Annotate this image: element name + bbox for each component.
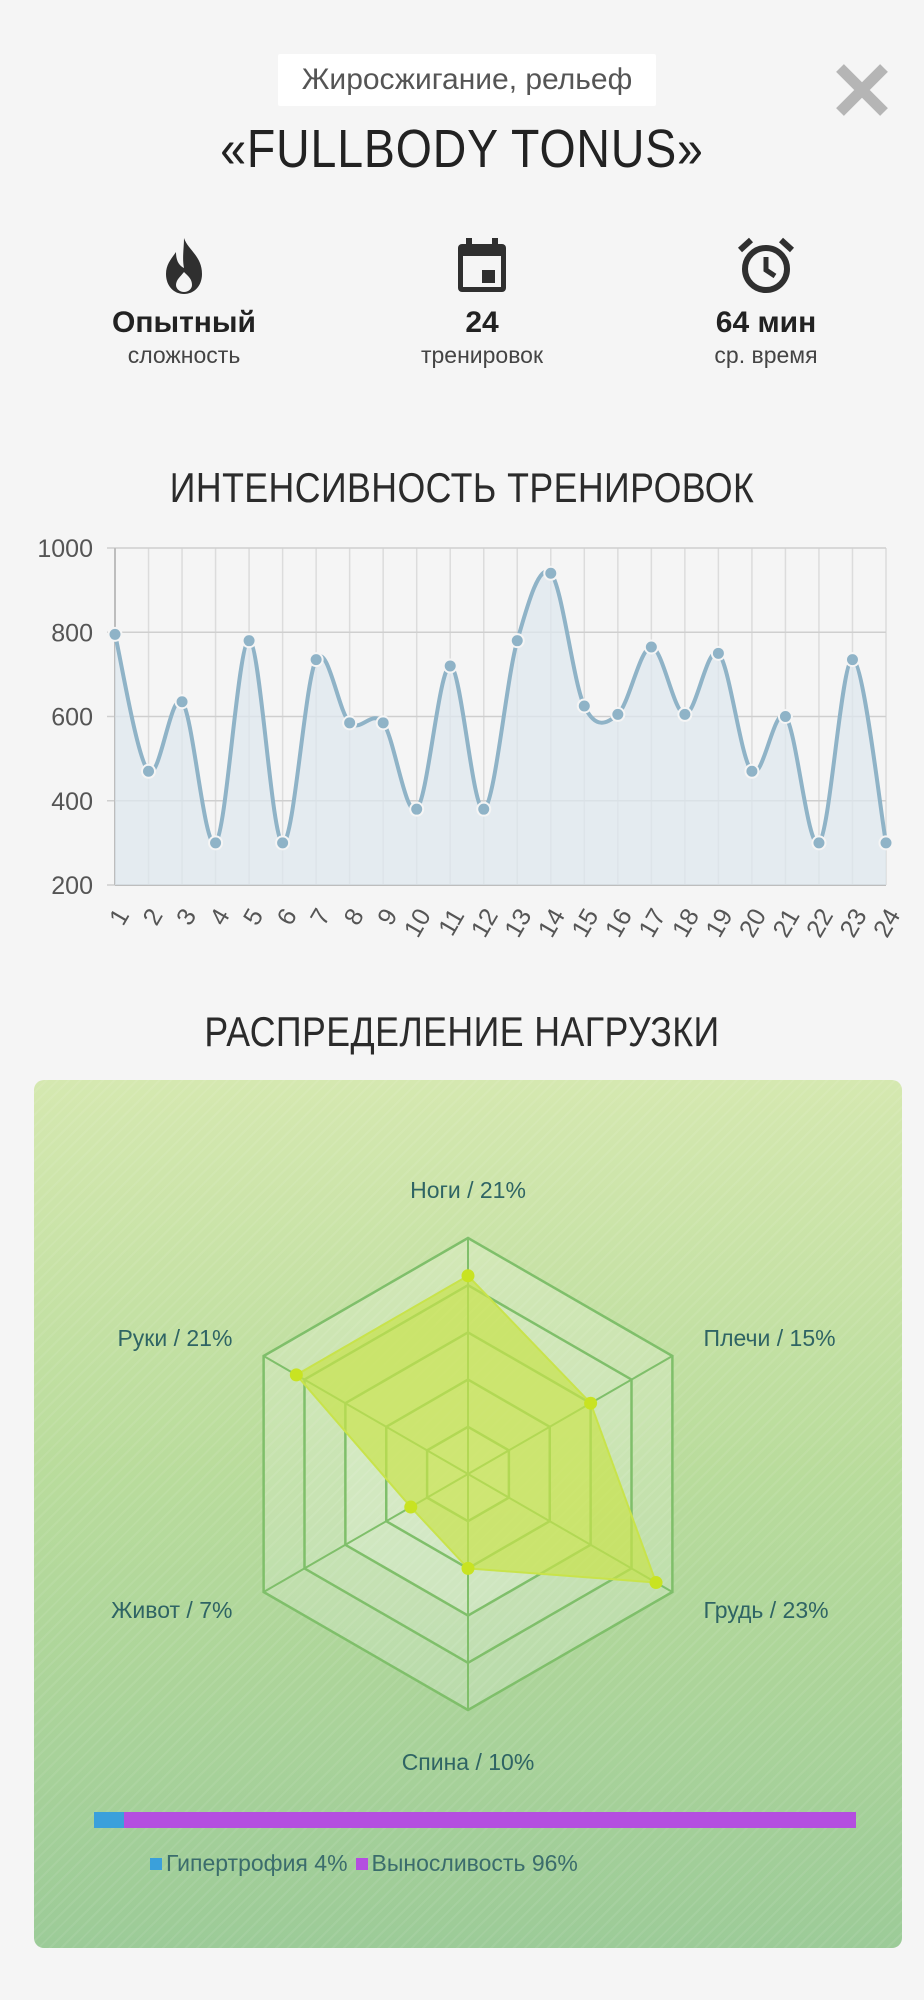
close-button[interactable] <box>832 60 892 120</box>
data-point[interactable] <box>543 565 559 581</box>
y-tick-label: 1000 <box>37 535 93 563</box>
radar-axis-label: Плечи / 15% <box>704 1325 836 1351</box>
stat-avg-time: 64 мин ср. время <box>636 236 896 369</box>
x-tick-label: 6 <box>272 904 303 930</box>
data-point[interactable] <box>342 715 358 731</box>
intensity-area <box>115 571 886 885</box>
data-point[interactable] <box>375 715 391 731</box>
y-tick-label: 800 <box>51 619 93 647</box>
legend-label: Гипертрофия 4% <box>166 1850 348 1877</box>
data-point[interactable] <box>844 652 860 668</box>
x-tick-label: 2 <box>137 904 168 930</box>
x-tick-label: 24 <box>868 904 906 940</box>
x-tick-label: 3 <box>171 904 202 930</box>
legend-label: Выносливость 96% <box>371 1850 578 1877</box>
data-point[interactable] <box>878 835 894 851</box>
radar-point[interactable] <box>404 1500 418 1514</box>
avg-time-value: 64 мин <box>715 306 817 339</box>
category-tag: Жиросжигание, рельеф <box>278 54 656 106</box>
y-tick-label: 600 <box>51 704 93 732</box>
y-tick-label: 400 <box>51 788 93 816</box>
load-distribution-panel: Ноги / 21% Плечи / 15% Грудь / 23% Спина / … <box>34 1080 902 1948</box>
data-point[interactable] <box>476 801 492 817</box>
x-tick-label: 18 <box>667 904 705 940</box>
radar-axis-label: Спина / 10% <box>402 1749 535 1775</box>
x-tick-label: 17 <box>633 904 671 940</box>
goal-bar-segment <box>124 1812 856 1828</box>
x-tick-label: 8 <box>339 904 370 930</box>
workouts-label: тренировок <box>420 342 544 368</box>
data-point[interactable] <box>141 763 157 779</box>
data-point[interactable] <box>275 835 291 851</box>
data-point[interactable] <box>643 639 659 655</box>
x-tick-label: 9 <box>372 904 403 930</box>
data-point[interactable] <box>208 835 224 851</box>
data-point[interactable] <box>442 658 458 674</box>
calendar-icon <box>458 238 506 292</box>
x-tick-label: 19 <box>700 904 738 940</box>
data-point[interactable] <box>509 633 525 649</box>
avg-time-label: ср. время <box>714 342 818 368</box>
data-point[interactable] <box>241 633 257 649</box>
radar-axis-label: Грудь / 23% <box>704 1597 829 1623</box>
x-tick-label: 11 <box>433 904 470 940</box>
data-point[interactable] <box>409 801 425 817</box>
goal-bar-segment <box>94 1812 125 1828</box>
alarm-clock-icon <box>737 237 795 293</box>
x-tick-label: 5 <box>238 904 269 930</box>
x-tick-label: 15 <box>566 904 604 940</box>
goal-legend: Гипертрофия 4% Выносливость 96% <box>150 1848 586 1877</box>
load-title: РАСПРЕДЕЛЕНИЕ НАГРУЗКИ <box>204 1008 720 1055</box>
flame-icon <box>166 238 202 294</box>
data-point[interactable] <box>610 706 626 722</box>
intensity-title: ИНТЕНСИВНОСТЬ ТРЕНИРОВОК <box>169 464 755 511</box>
program-title: «FULLBODY TONUS» <box>220 119 704 179</box>
header: Жиросжигание, рельеф «FULLBODY TONUS» <box>0 0 924 200</box>
stats-row: Опытный сложность 24 тренировок 64 мин с… <box>0 236 924 386</box>
data-point[interactable] <box>576 698 592 714</box>
radar-point[interactable] <box>289 1368 303 1382</box>
legend-swatch <box>355 1857 368 1870</box>
difficulty-label: сложность <box>127 342 241 368</box>
x-tick-label: 7 <box>305 904 336 930</box>
x-tick-label: 13 <box>499 904 537 940</box>
data-point[interactable] <box>710 645 726 661</box>
data-point[interactable] <box>308 652 324 668</box>
radar-axis-label: Живот / 7% <box>111 1597 232 1623</box>
x-tick-label: 20 <box>734 904 772 940</box>
radar-point[interactable] <box>461 1561 475 1575</box>
legend-item: Выносливость 96% <box>355 1849 578 1877</box>
x-tick-label: 1 <box>104 904 135 930</box>
radar-axis-label: Руки / 21% <box>117 1325 232 1351</box>
data-point[interactable] <box>677 706 693 722</box>
stat-difficulty: Опытный сложность <box>54 236 314 369</box>
data-point[interactable] <box>777 709 793 724</box>
legend-item: Гипертрофия 4% <box>150 1849 348 1877</box>
data-point[interactable] <box>744 763 760 779</box>
stat-workouts: 24 тренировок <box>352 236 612 369</box>
data-point[interactable] <box>811 835 827 851</box>
x-tick-label: 22 <box>801 904 839 940</box>
radar-point[interactable] <box>584 1396 598 1410</box>
radar-point[interactable] <box>461 1269 475 1283</box>
y-tick-label: 200 <box>51 872 93 900</box>
x-tick-label: 21 <box>767 904 805 940</box>
x-tick-label: 12 <box>466 904 504 940</box>
x-tick-label: 23 <box>834 904 872 940</box>
goal-ratio-bar <box>94 1812 856 1828</box>
x-tick-label: 16 <box>600 904 638 940</box>
data-point[interactable] <box>174 694 190 710</box>
data-point[interactable] <box>107 626 123 642</box>
radar-point[interactable] <box>649 1576 663 1590</box>
workouts-value: 24 <box>465 306 499 339</box>
load-radar-chart: Ноги / 21% Плечи / 15% Грудь / 23% Спина / … <box>111 1177 836 1775</box>
radar-axis-label: Ноги / 21% <box>410 1177 526 1203</box>
x-tick-label: 4 <box>204 904 235 930</box>
close-icon <box>836 64 888 116</box>
x-tick-label: 10 <box>399 904 437 940</box>
difficulty-value: Опытный <box>112 306 256 339</box>
legend-swatch <box>150 1857 162 1870</box>
x-tick-label: 14 <box>533 904 571 940</box>
